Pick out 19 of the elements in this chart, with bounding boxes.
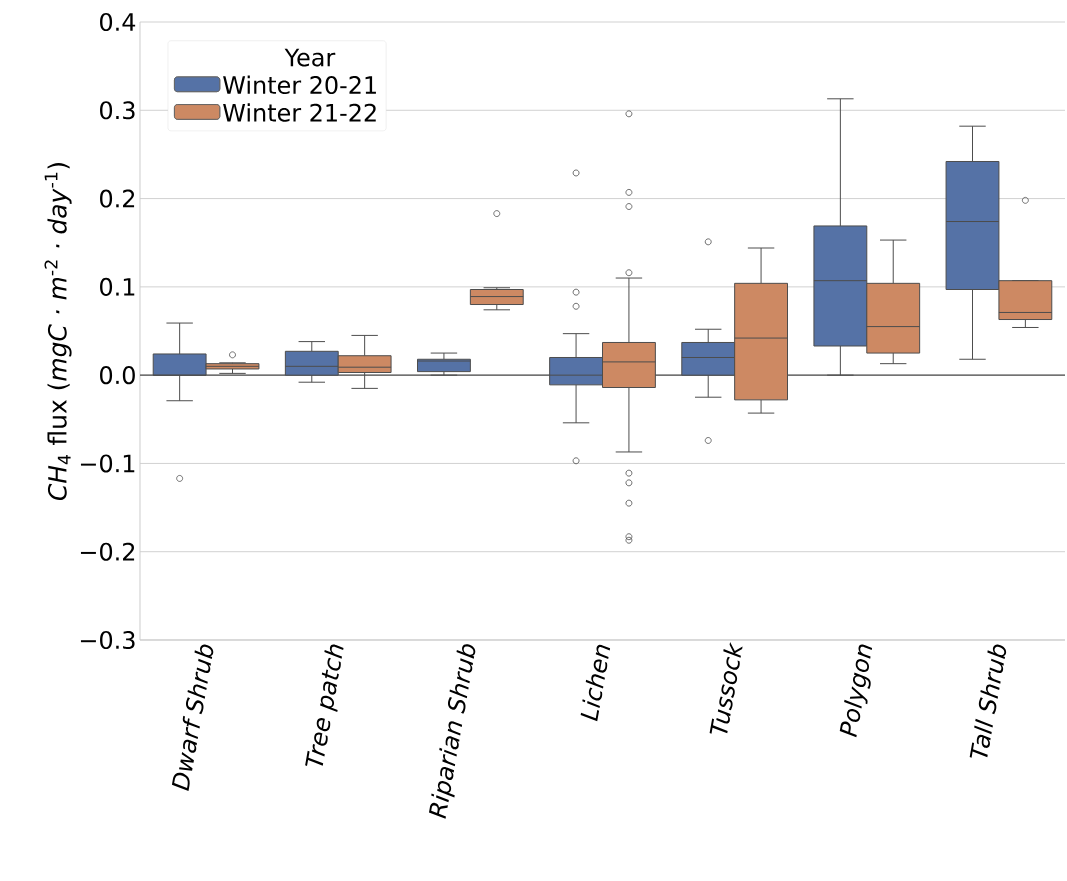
- x-tick-label: Polygon: [839, 644, 873, 738]
- x-tick-label: Riparian Shrub: [428, 644, 476, 819]
- y-tick-label: 0.1: [100, 277, 135, 296]
- y-tick-label: 0.0: [100, 366, 135, 385]
- y-tick-label: 0.4: [100, 12, 136, 32]
- x-tick-label: Tree patch: [305, 644, 344, 767]
- y-axis-title: CH$_{4}$ flux (mgC · m$^{-2}$ · day$^{-1}$): [44, 163, 72, 501]
- x-tick-label: Lichen: [580, 644, 611, 722]
- x-tick-label: Dwarf Shrub: [171, 644, 214, 792]
- legend-label: Winter 20-21: [223, 75, 376, 95]
- legend-title: Year: [284, 48, 336, 67]
- x-tick-label: Tussock: [709, 641, 743, 734]
- y-tick-label: 0.2: [100, 189, 135, 208]
- y-tick-label: −0.1: [80, 454, 135, 473]
- legend-label: Winter 21-22: [223, 103, 376, 122]
- x-tick-label: Tall Shrub: [969, 644, 1007, 758]
- y-tick-label: −0.2: [80, 542, 135, 561]
- y-tick-label: −0.3: [80, 630, 135, 650]
- y-tick-label: 0.3: [100, 101, 135, 120]
